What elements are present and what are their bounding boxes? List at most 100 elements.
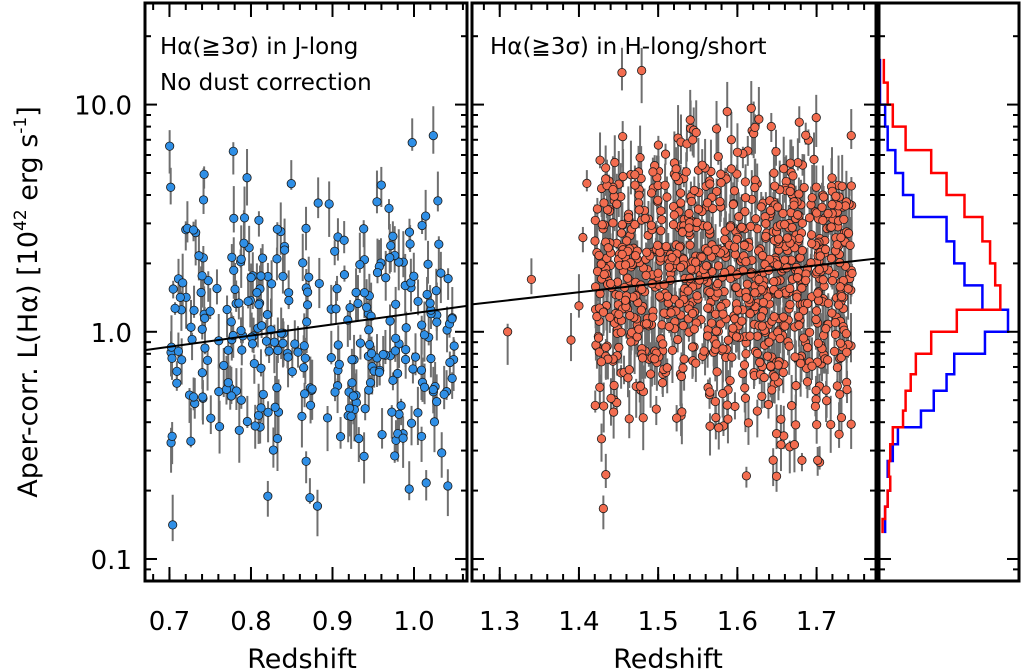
data-point (278, 271, 288, 282)
data-point (762, 351, 773, 361)
data-point (681, 167, 691, 177)
data-point (832, 240, 842, 250)
ytick-label: 10.0 (74, 92, 132, 122)
data-point (381, 273, 391, 283)
data-point (711, 124, 722, 134)
data-point (432, 397, 442, 407)
data-point (664, 262, 674, 272)
data-point (778, 312, 789, 322)
data-point (252, 288, 262, 298)
data-point (797, 455, 807, 465)
data-point (677, 227, 688, 237)
data-point (372, 267, 383, 278)
data-point (263, 491, 273, 501)
data-point (404, 484, 414, 494)
data-point (759, 372, 769, 383)
data-point (807, 238, 817, 249)
y-axis-title: Aper-corr. L(Hα) [1042 erg s-1] (11, 106, 44, 498)
data-point (769, 276, 779, 287)
x-axis-title-h-long-short: Redshift (613, 644, 723, 671)
data-point (813, 295, 824, 306)
data-point (447, 373, 457, 383)
data-point (596, 434, 607, 444)
xtick-label: 1.0 (393, 607, 434, 637)
data-point (618, 131, 628, 142)
data-point (655, 291, 665, 301)
data-point (177, 355, 187, 365)
data-point (620, 295, 630, 305)
data-point (422, 289, 432, 300)
data-point (785, 158, 795, 168)
data-point (686, 196, 697, 206)
data-point (711, 412, 721, 423)
data-point (359, 224, 369, 234)
data-point (237, 345, 247, 355)
data-point (299, 389, 310, 399)
data-point (778, 367, 788, 378)
data-point (745, 309, 755, 319)
data-point (205, 306, 215, 316)
data-point (503, 327, 513, 337)
data-point (715, 196, 725, 207)
data-point (845, 240, 855, 250)
data-point (835, 389, 845, 399)
data-point (186, 436, 196, 446)
data-point (353, 298, 363, 309)
data-point (746, 103, 756, 113)
data-point (624, 365, 634, 375)
data-point (780, 219, 790, 229)
data-point (305, 493, 315, 503)
data-point (780, 255, 790, 265)
data-point (250, 421, 260, 431)
data-point (623, 212, 634, 223)
data-point (720, 234, 730, 245)
data-point (385, 253, 395, 263)
data-point (832, 381, 842, 391)
data-point (791, 381, 801, 391)
data-point (606, 393, 616, 403)
data-point (697, 252, 707, 262)
data-point (640, 213, 650, 223)
data-point (728, 199, 738, 210)
data-point (776, 414, 786, 424)
data-point (843, 228, 854, 238)
data-point (684, 208, 694, 219)
data-point (793, 210, 803, 220)
data-point (601, 174, 611, 184)
data-point (653, 268, 663, 278)
data-point (790, 352, 800, 362)
data-point (302, 300, 313, 310)
data-point (678, 363, 688, 373)
data-point (165, 141, 175, 151)
data-point (653, 195, 663, 205)
data-point (687, 342, 698, 352)
data-point (780, 321, 790, 331)
data-point (390, 346, 400, 356)
data-point (222, 304, 232, 315)
data-point (242, 416, 252, 427)
data-point (409, 271, 419, 281)
data-point (168, 284, 178, 294)
data-point (667, 253, 677, 263)
data-point (650, 354, 660, 364)
data-point (742, 279, 752, 289)
data-point (594, 333, 604, 343)
data-point (188, 225, 199, 235)
data-point (636, 305, 646, 315)
data-point (710, 396, 720, 407)
data-point (226, 317, 236, 327)
data-point (669, 210, 679, 220)
data-point (707, 318, 717, 328)
data-point (823, 298, 833, 308)
data-point (359, 451, 369, 461)
data-point (439, 389, 449, 399)
data-point (272, 433, 283, 444)
data-point (364, 340, 375, 350)
data-point (766, 361, 776, 371)
data-point (809, 154, 819, 165)
data-point (617, 67, 627, 78)
data-point (712, 367, 722, 377)
data-point (705, 179, 715, 189)
data-point (826, 253, 837, 264)
data-point (713, 261, 724, 271)
